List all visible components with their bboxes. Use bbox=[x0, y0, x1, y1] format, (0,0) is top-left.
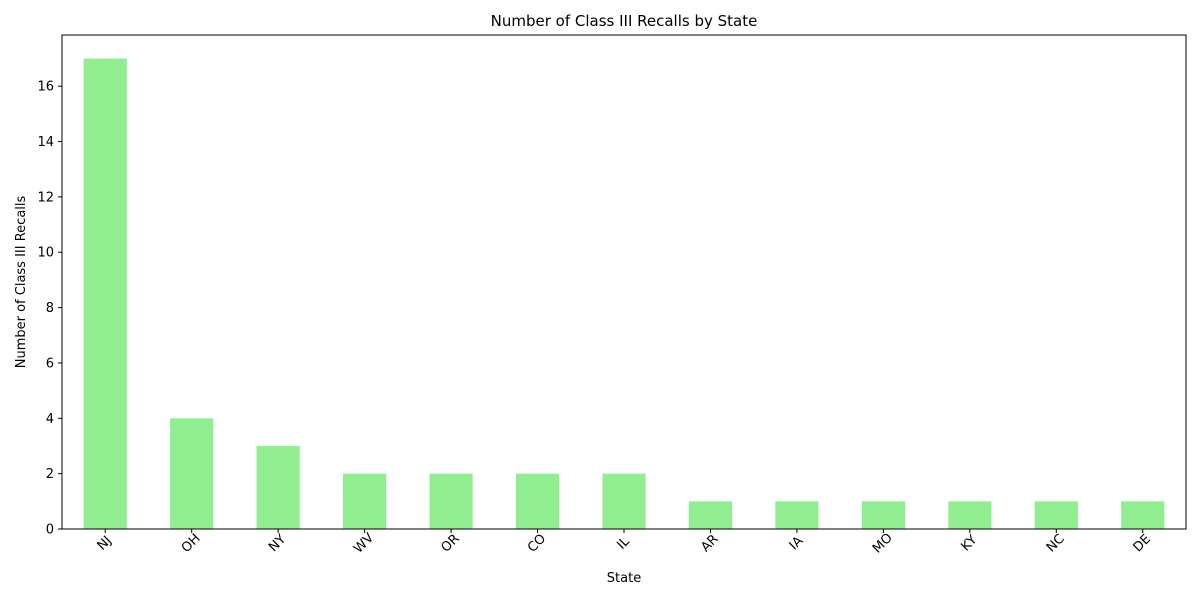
y-tick-label-14: 14 bbox=[37, 135, 54, 150]
y-tick-label-12: 12 bbox=[37, 190, 54, 205]
y-tick-label-16: 16 bbox=[37, 80, 54, 95]
y-tick-label-4: 4 bbox=[46, 412, 54, 427]
bar-mo bbox=[861, 501, 905, 529]
bar-or bbox=[429, 473, 473, 529]
bar-nc bbox=[1034, 501, 1078, 529]
x-tick-label-wv: WV bbox=[351, 530, 377, 556]
plot-background bbox=[62, 35, 1186, 529]
x-tick-label-ar: AR bbox=[698, 532, 721, 555]
bar-ky bbox=[948, 501, 992, 529]
bar-ny bbox=[256, 445, 300, 529]
y-tick-label-2: 2 bbox=[46, 467, 54, 482]
x-tick-label-ia: IA bbox=[787, 534, 807, 554]
bar-de bbox=[1121, 501, 1165, 529]
x-tick-label-ky: KY bbox=[958, 533, 980, 555]
x-tick-label-co: CO bbox=[525, 531, 549, 555]
y-tick-label-6: 6 bbox=[46, 356, 54, 371]
y-tick-label-0: 0 bbox=[46, 523, 54, 538]
plot-frame bbox=[61, 34, 1187, 530]
bar-il bbox=[602, 473, 646, 529]
bar-wv bbox=[343, 473, 387, 529]
bars-group bbox=[83, 58, 1165, 530]
bar-oh bbox=[170, 418, 214, 529]
chart-title: Number of Class III Recalls by State bbox=[491, 12, 758, 30]
y-tick-label-8: 8 bbox=[46, 301, 54, 316]
bar-ia bbox=[775, 501, 819, 529]
bar-nj bbox=[83, 58, 127, 530]
x-tick-label-or: OR bbox=[438, 531, 462, 555]
x-tick-label-mo: MO bbox=[870, 531, 896, 557]
x-tick-label-il: IL bbox=[614, 534, 633, 553]
x-tick-label-nc: NC bbox=[1044, 532, 1068, 556]
x-axis-label: State bbox=[607, 571, 641, 586]
bar-ar bbox=[688, 501, 733, 529]
x-tick-label-nj: NJ bbox=[95, 533, 115, 553]
bar-co bbox=[515, 473, 560, 529]
y-ticks-group: 0 2 4 6 8 10 12 14 16 bbox=[37, 80, 62, 538]
x-tick-label-de: DE bbox=[1131, 532, 1155, 556]
y-axis-label: Number of Class III Recalls bbox=[14, 196, 29, 369]
x-tick-label-ny: NY bbox=[266, 532, 289, 555]
x-tick-label-oh: OH bbox=[179, 531, 204, 556]
y-tick-label-10: 10 bbox=[37, 246, 54, 261]
x-ticks-group: NJ OH NY WV OR CO IL AR IA MO KY NC DE bbox=[95, 529, 1154, 557]
